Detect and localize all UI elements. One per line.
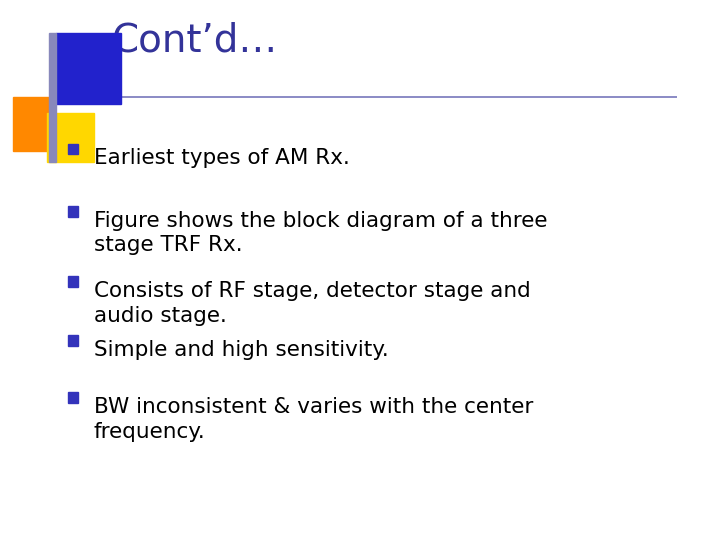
Text: Figure shows the block diagram of a three
stage TRF Rx.: Figure shows the block diagram of a thre… xyxy=(94,211,547,255)
Text: BW inconsistent & varies with the center
frequency.: BW inconsistent & varies with the center… xyxy=(94,397,533,442)
Text: Cont’d…: Cont’d… xyxy=(112,22,278,59)
Text: Consists of RF stage, detector stage and
audio stage.: Consists of RF stage, detector stage and… xyxy=(94,281,531,326)
Text: Simple and high sensitivity.: Simple and high sensitivity. xyxy=(94,340,388,360)
Text: Earliest types of AM Rx.: Earliest types of AM Rx. xyxy=(94,148,349,168)
